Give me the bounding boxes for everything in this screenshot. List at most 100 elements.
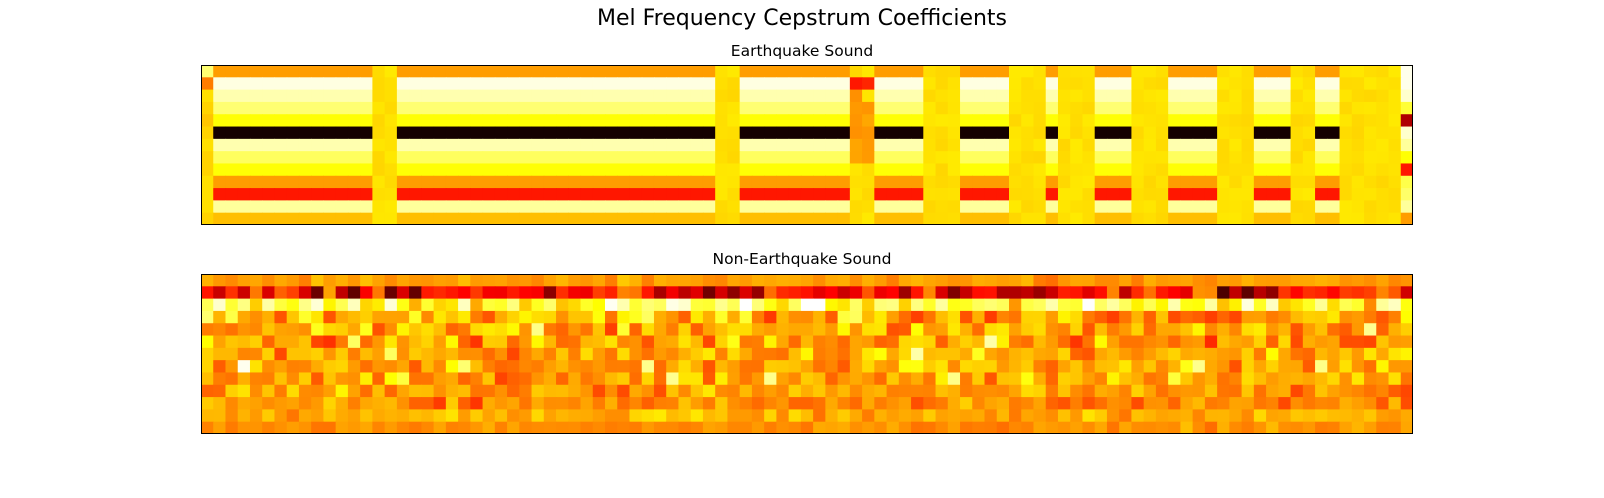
earthquake-cell — [825, 212, 839, 225]
earthquake-cell — [372, 175, 386, 189]
earthquake-cell — [727, 65, 741, 78]
earthquake-cell — [470, 212, 484, 225]
non-earthquake-cell — [1400, 421, 1413, 434]
non-earthquake-cell — [323, 323, 337, 337]
earthquake-cell — [776, 163, 790, 177]
earthquake-cell — [458, 114, 471, 128]
earthquake-cell — [1290, 151, 1304, 165]
non-earthquake-cell — [629, 298, 643, 312]
earthquake-cell — [519, 200, 533, 214]
non-earthquake-cell — [519, 274, 533, 287]
earthquake-cell — [1315, 89, 1328, 103]
non-earthquake-cell — [458, 298, 471, 312]
non-earthquake-cell — [960, 323, 973, 337]
earthquake-cell — [470, 126, 484, 140]
earthquake-cell — [1315, 212, 1328, 225]
earthquake-cell — [898, 138, 912, 152]
earthquake-cell — [898, 77, 912, 91]
earthquake-cell — [1229, 65, 1243, 78]
non-earthquake-cell — [409, 323, 422, 337]
non-earthquake-cell — [494, 397, 508, 410]
non-earthquake-cell — [1009, 347, 1022, 361]
earthquake-cell — [862, 151, 875, 165]
earthquake-cell — [592, 65, 606, 78]
earthquake-cell — [911, 126, 924, 140]
earthquake-cell — [1119, 188, 1133, 201]
earthquake-cell — [249, 126, 263, 140]
non-earthquake-cell — [690, 274, 704, 287]
earthquake-cell — [409, 101, 422, 115]
non-earthquake-cell — [409, 274, 422, 287]
earthquake-cell — [347, 175, 361, 189]
non-earthquake-cell — [1070, 335, 1084, 349]
earthquake-cell — [1266, 163, 1279, 177]
earthquake-cell — [1388, 212, 1402, 225]
non-earthquake-cell — [800, 310, 814, 324]
earthquake-cell — [323, 175, 337, 189]
non-earthquake-cell — [960, 286, 973, 300]
earthquake-cell — [886, 89, 900, 103]
non-earthquake-cell — [605, 384, 618, 398]
non-earthquake-cell — [1082, 335, 1096, 349]
non-earthquake-cell — [274, 323, 288, 337]
non-earthquake-cell — [960, 384, 973, 398]
non-earthquake-cell — [1106, 298, 1120, 312]
non-earthquake-cell — [372, 384, 386, 398]
non-earthquake-cell — [409, 335, 422, 349]
earthquake-cell — [458, 212, 471, 225]
non-earthquake-cell — [262, 372, 276, 386]
earthquake-cell — [384, 151, 398, 165]
non-earthquake-cell — [1339, 323, 1353, 337]
earthquake-cell — [764, 114, 777, 128]
non-earthquake-cell — [1155, 421, 1169, 434]
non-earthquake-cell — [825, 421, 839, 434]
earthquake-cell — [1009, 212, 1022, 225]
earthquake-cell — [788, 188, 802, 201]
earthquake-cell — [947, 200, 961, 214]
non-earthquake-cell — [862, 360, 875, 374]
earthquake-cell — [715, 114, 729, 128]
earthquake-cell — [862, 114, 875, 128]
non-earthquake-cell — [972, 274, 986, 287]
earthquake-cell — [396, 212, 410, 225]
earthquake-cell — [678, 114, 692, 128]
non-earthquake-cell — [396, 274, 410, 287]
earthquake-cell — [727, 151, 741, 165]
non-earthquake-cell — [690, 286, 704, 300]
non-earthquake-cell — [458, 384, 471, 398]
earthquake-cell — [225, 188, 239, 201]
earthquake-cell — [543, 163, 557, 177]
non-earthquake-cell — [1180, 310, 1194, 324]
earthquake-cell — [592, 175, 606, 189]
earthquake-cell — [739, 65, 753, 78]
non-earthquake-cell — [1351, 335, 1365, 349]
non-earthquake-cell — [874, 310, 888, 324]
non-earthquake-cell — [433, 335, 447, 349]
non-earthquake-cell — [323, 274, 337, 287]
earthquake-cell — [1229, 212, 1243, 225]
non-earthquake-cell — [641, 360, 655, 374]
earthquake-cell — [1106, 138, 1120, 152]
non-earthquake-cell — [1241, 384, 1255, 398]
non-earthquake-cell — [617, 274, 631, 287]
non-earthquake-cell — [249, 274, 263, 287]
earthquake-cell — [543, 65, 557, 78]
non-earthquake-cell — [470, 421, 484, 434]
earthquake-cell — [1033, 77, 1047, 91]
earthquake-cell — [1155, 200, 1169, 214]
non-earthquake-cell — [1119, 335, 1133, 349]
earthquake-cell — [396, 151, 410, 165]
earthquake-cell — [1192, 77, 1206, 91]
non-earthquake-cell — [702, 372, 716, 386]
non-earthquake-cell — [788, 298, 802, 312]
non-earthquake-cell — [1400, 347, 1413, 361]
non-earthquake-cell — [617, 372, 631, 386]
earthquake-cell — [1045, 212, 1059, 225]
non-earthquake-cell — [1351, 298, 1365, 312]
non-earthquake-cell — [972, 360, 986, 374]
non-earthquake-cell — [274, 421, 288, 434]
earthquake-cell — [335, 212, 349, 225]
non-earthquake-cell — [1229, 360, 1243, 374]
non-earthquake-cell — [898, 286, 912, 300]
non-earthquake-cell — [1241, 397, 1255, 410]
